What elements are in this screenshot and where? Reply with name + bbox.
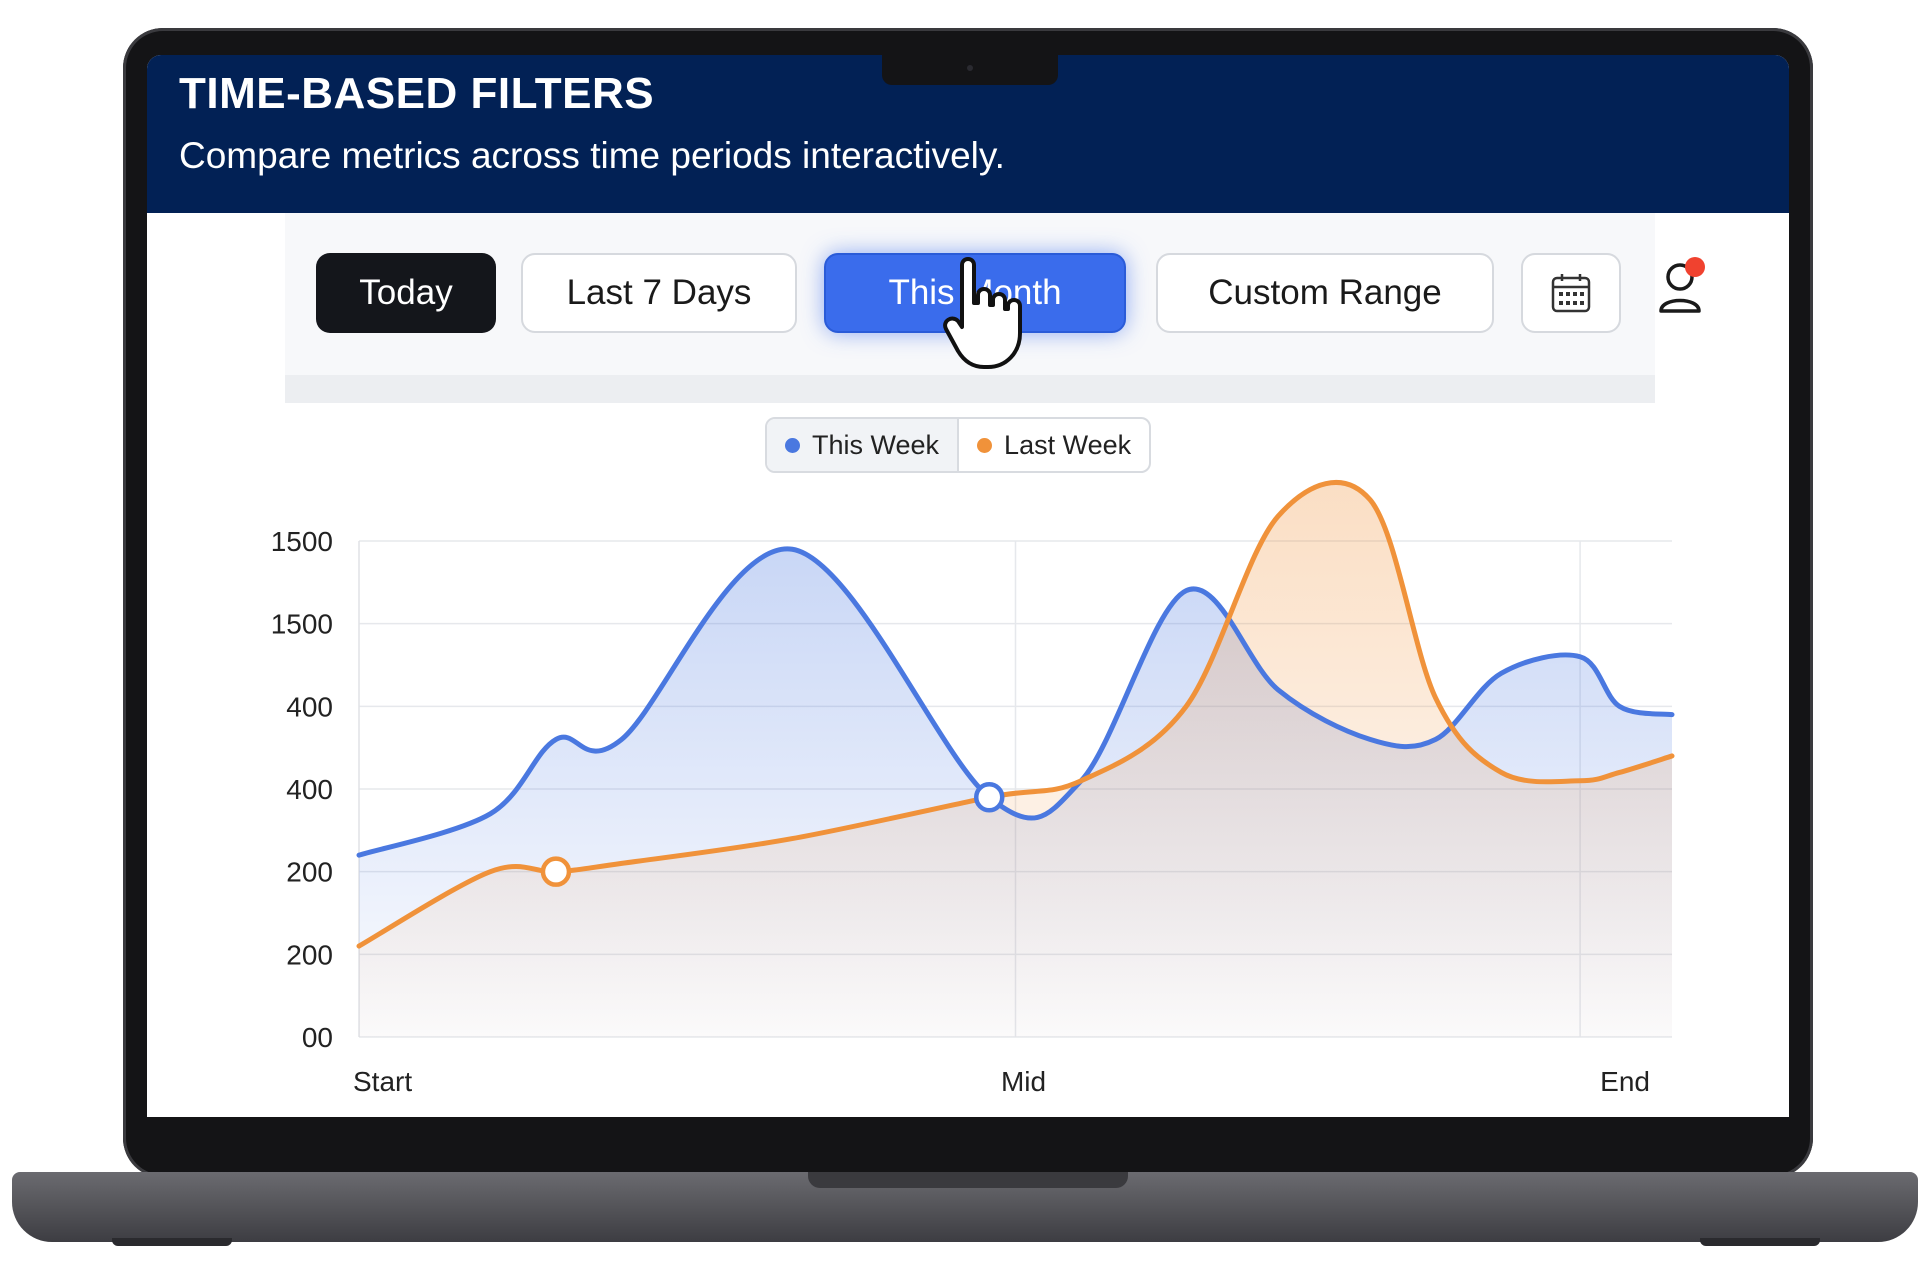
legend-last-week[interactable]: Last Week: [959, 419, 1149, 471]
series-line-last-week: [356, 480, 1675, 949]
x-tick-label: Mid: [1001, 1066, 1046, 1097]
y-tick-label: 00: [302, 1022, 333, 1053]
laptop-foot-left: [112, 1238, 232, 1246]
calendar-icon: [1551, 274, 1591, 313]
series-line-this-week: [356, 546, 1675, 858]
laptop-hinge: [808, 1172, 1128, 1188]
data-point-marker-last-week: [540, 856, 572, 887]
notification-badge: [1685, 257, 1705, 277]
legend-label-last-week: Last Week: [1004, 429, 1132, 460]
y-tick-label: 400: [286, 774, 333, 805]
x-tick-label: Start: [353, 1066, 412, 1097]
camera-dot: [967, 65, 973, 71]
camera-notch: [882, 55, 1058, 85]
x-tick-label: End: [1600, 1066, 1650, 1097]
y-tick-label: 200: [286, 939, 333, 970]
legend-label-this-week: This Week: [812, 429, 940, 460]
page-title: TIME-BASED FILTERS: [179, 69, 655, 118]
today-button[interactable]: Today: [316, 253, 496, 333]
user-icon: [1659, 263, 1701, 313]
legend-this-week[interactable]: This Week: [767, 419, 960, 471]
page-subtitle: Compare metrics across time periods inte…: [179, 135, 1005, 176]
hand-pointer-icon: [943, 257, 1022, 369]
calendar-button[interactable]: [1521, 253, 1621, 333]
legend-dot-last-week: [977, 437, 993, 453]
filter-bar-divider: [285, 375, 1655, 403]
line-chart: 1500 1500 400 400 200 200 00 Start Mid End: [271, 480, 1675, 1097]
chart-legend: This Week Last Week: [765, 417, 1152, 473]
screen: TIME-BASED FILTERS Compare metrics acros…: [147, 55, 1789, 1117]
data-point-marker-this-week: [973, 782, 1005, 813]
series-area-last-week: [359, 482, 1672, 1037]
y-tick-label: 1500: [271, 609, 333, 640]
y-tick-label: 400: [286, 691, 333, 722]
last-7-days-button[interactable]: Last 7 Days: [521, 253, 797, 333]
laptop-foot-right: [1700, 1238, 1820, 1246]
custom-range-button[interactable]: Custom Range: [1156, 253, 1494, 333]
user-profile-button[interactable]: [1655, 255, 1715, 325]
y-tick-label: 200: [286, 857, 333, 888]
legend-dot-this-week: [785, 437, 800, 453]
y-tick-label: 1500: [271, 526, 333, 557]
